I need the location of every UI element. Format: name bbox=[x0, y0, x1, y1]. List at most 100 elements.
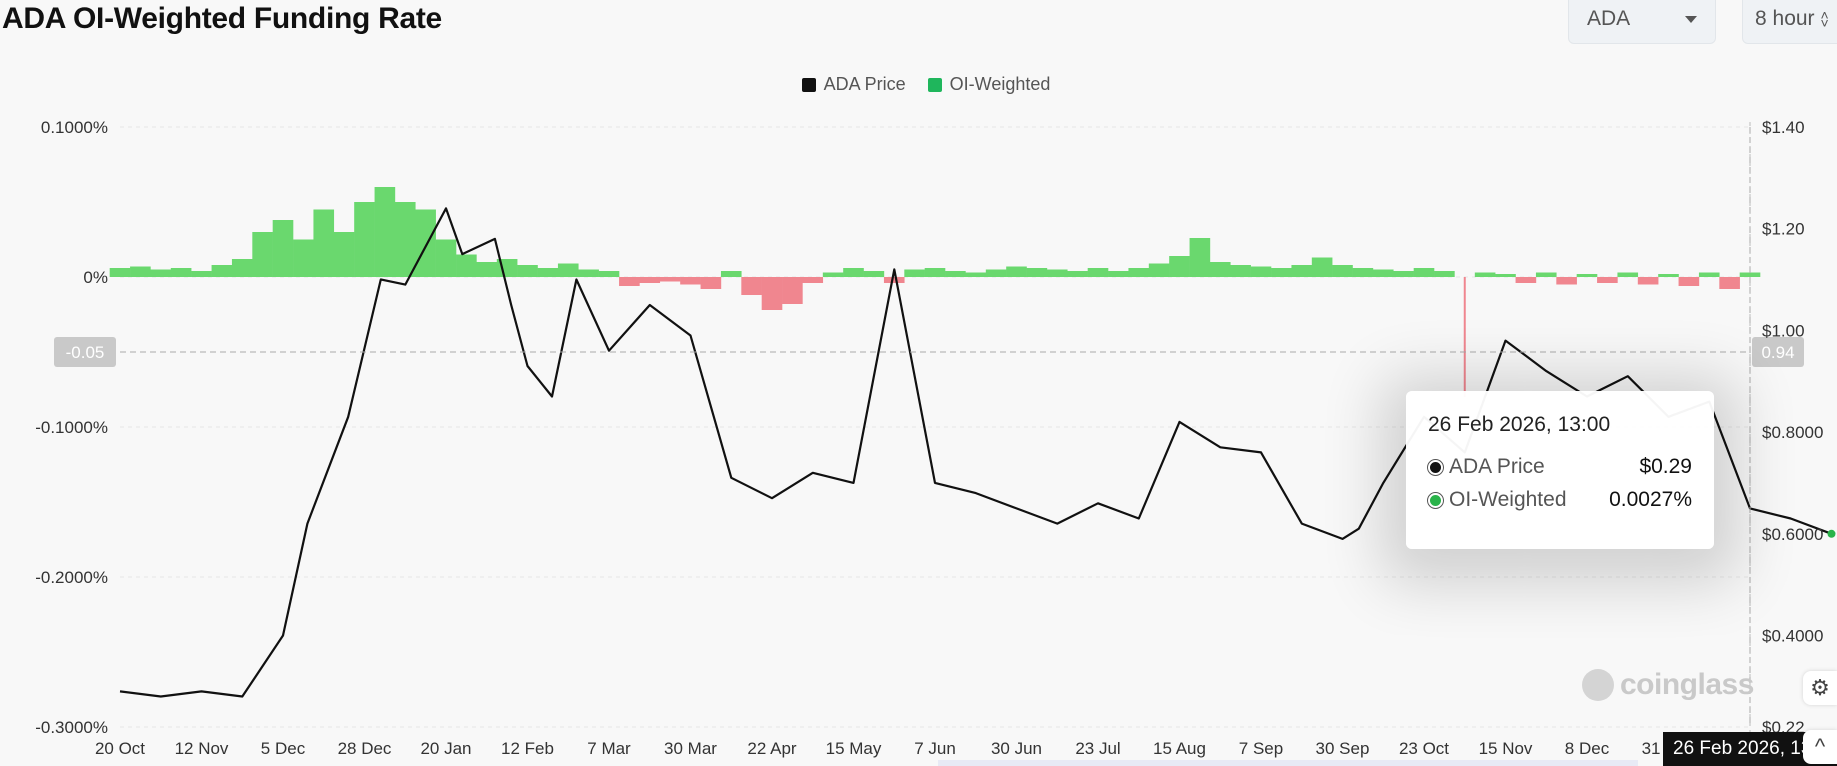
funding-bar bbox=[150, 269, 172, 277]
funding-bar bbox=[782, 277, 803, 304]
funding-bar bbox=[883, 277, 905, 283]
funding-bar bbox=[1250, 266, 1272, 277]
funding-bar bbox=[354, 202, 375, 277]
funding-bar bbox=[1352, 268, 1374, 277]
funding-bar bbox=[985, 269, 1007, 277]
legend-item-oi-weighted[interactable]: OI-Weighted bbox=[927, 74, 1051, 95]
funding-bar bbox=[1535, 272, 1557, 277]
funding-bar bbox=[598, 271, 620, 277]
x-tick-label: 7 Sep bbox=[1239, 739, 1283, 758]
funding-bar bbox=[1372, 269, 1394, 277]
funding-bar bbox=[333, 232, 355, 277]
funding-bar bbox=[700, 277, 722, 289]
crosshair-right-label: 0.94 bbox=[1761, 343, 1794, 362]
funding-bar bbox=[1698, 272, 1720, 277]
crosshair: -0.05 0.94 bbox=[54, 127, 1804, 727]
funding-bar bbox=[1169, 256, 1190, 277]
funding-bar bbox=[822, 272, 844, 277]
x-tick-label: 15 Aug bbox=[1153, 739, 1206, 758]
funding-bar bbox=[802, 277, 824, 283]
funding-bar bbox=[293, 239, 314, 277]
funding-bar bbox=[1637, 277, 1659, 285]
funding-bar bbox=[130, 266, 151, 277]
page-title: ADA OI-Weighted Funding Rate bbox=[2, 2, 442, 35]
funding-bar bbox=[965, 272, 987, 277]
funding-bar bbox=[1006, 266, 1027, 277]
funding-bar bbox=[191, 271, 212, 277]
funding-bar bbox=[1393, 271, 1414, 277]
legend-item-price[interactable]: ADA Price bbox=[801, 74, 906, 95]
funding-bar bbox=[1128, 268, 1150, 277]
funding-bar bbox=[557, 263, 579, 277]
funding-bar bbox=[639, 277, 661, 283]
coinglass-logo-icon bbox=[1582, 669, 1614, 701]
funding-bar bbox=[1617, 272, 1639, 277]
funding-bar bbox=[313, 209, 335, 277]
funding-bar bbox=[170, 268, 192, 277]
x-tick-label: 28 Dec bbox=[338, 739, 392, 758]
x-tick-label: 7 Mar bbox=[587, 739, 631, 758]
funding-bar bbox=[741, 277, 762, 295]
tooltip-title: 26 Feb 2026, 13:00 bbox=[1428, 413, 1611, 436]
watermark-text: coinglass bbox=[1620, 668, 1754, 701]
y-right-tick-label: $0.4000 bbox=[1762, 626, 1823, 645]
coin-select[interactable]: ADA bbox=[1568, 0, 1716, 44]
funding-bar bbox=[1576, 274, 1598, 277]
gear-icon: ⚙ bbox=[1810, 675, 1830, 700]
x-tick-label: 20 Jan bbox=[420, 739, 471, 758]
funding-bar bbox=[1474, 272, 1496, 277]
x-tick-label: 23 Jul bbox=[1075, 739, 1120, 758]
crosshair-right-badge bbox=[1752, 337, 1804, 367]
watermark: coinglass bbox=[1582, 668, 1754, 702]
funding-bar bbox=[517, 265, 538, 277]
settings-button[interactable]: ⚙ bbox=[1803, 671, 1837, 705]
funding-bar bbox=[394, 202, 416, 277]
y-left-tick-label: 0.1000% bbox=[41, 118, 108, 137]
funding-bar bbox=[720, 271, 742, 277]
y-right-tick-label: $0.8000 bbox=[1762, 423, 1823, 442]
funding-bar bbox=[1658, 274, 1679, 277]
legend-swatch-price bbox=[801, 77, 816, 92]
funding-bar bbox=[1311, 257, 1333, 277]
legend-label-oi-weighted: OI-Weighted bbox=[949, 74, 1051, 94]
funding-bar bbox=[1678, 277, 1700, 286]
funding-bar bbox=[1209, 262, 1231, 277]
legend-swatch-oi-weighted bbox=[927, 77, 942, 92]
funding-bar bbox=[231, 259, 253, 277]
tooltip-value-price: $0.29 bbox=[1639, 455, 1692, 478]
funding-bar bbox=[1087, 268, 1109, 277]
y-left-tick-label: -0.1000% bbox=[35, 418, 108, 437]
x-tick-label: 5 Dec bbox=[261, 739, 306, 758]
crosshair-left-label: -0.05 bbox=[66, 343, 105, 362]
x-tick-label: 30 Mar bbox=[664, 739, 717, 758]
funding-bar bbox=[1148, 263, 1170, 277]
funding-bar bbox=[1230, 265, 1251, 277]
scroll-top-button[interactable]: ^ bbox=[1803, 730, 1837, 764]
y-right-tick-label: $1.20 bbox=[1762, 220, 1805, 239]
funding-bar bbox=[1189, 238, 1211, 277]
funding-bar bbox=[1719, 277, 1740, 289]
y-right-tick-label: $1.40 bbox=[1762, 118, 1805, 137]
tooltip-value-oi-weighted: 0.0027% bbox=[1609, 488, 1692, 511]
funding-bar bbox=[1067, 271, 1088, 277]
funding-bar bbox=[1739, 272, 1761, 277]
funding-bar bbox=[109, 268, 131, 277]
funding-bar bbox=[945, 271, 966, 277]
y-right-tick-label: $1.00 bbox=[1762, 321, 1805, 340]
x-tick-label: 23 Oct bbox=[1399, 739, 1449, 758]
coin-select-value: ADA bbox=[1587, 7, 1631, 30]
funding-bar bbox=[1597, 277, 1618, 283]
x-tick-label: 30 Sep bbox=[1316, 739, 1370, 758]
funding-bar bbox=[1434, 271, 1455, 277]
interval-select[interactable]: 8 hour ˄ ˅ bbox=[1742, 0, 1837, 44]
funding-bar bbox=[1046, 269, 1068, 277]
tooltip-row-oi-weighted: OI-Weighted 0.0027% bbox=[1428, 488, 1692, 512]
tooltip-label-price: ADA Price bbox=[1449, 455, 1545, 478]
funding-bar bbox=[537, 268, 559, 277]
price-end-point bbox=[1827, 529, 1836, 538]
crosshair-left-badge bbox=[54, 337, 116, 367]
data-zoom-slider[interactable] bbox=[938, 760, 1638, 766]
legend-label-price: ADA Price bbox=[823, 74, 906, 94]
funding-bar bbox=[904, 269, 925, 277]
